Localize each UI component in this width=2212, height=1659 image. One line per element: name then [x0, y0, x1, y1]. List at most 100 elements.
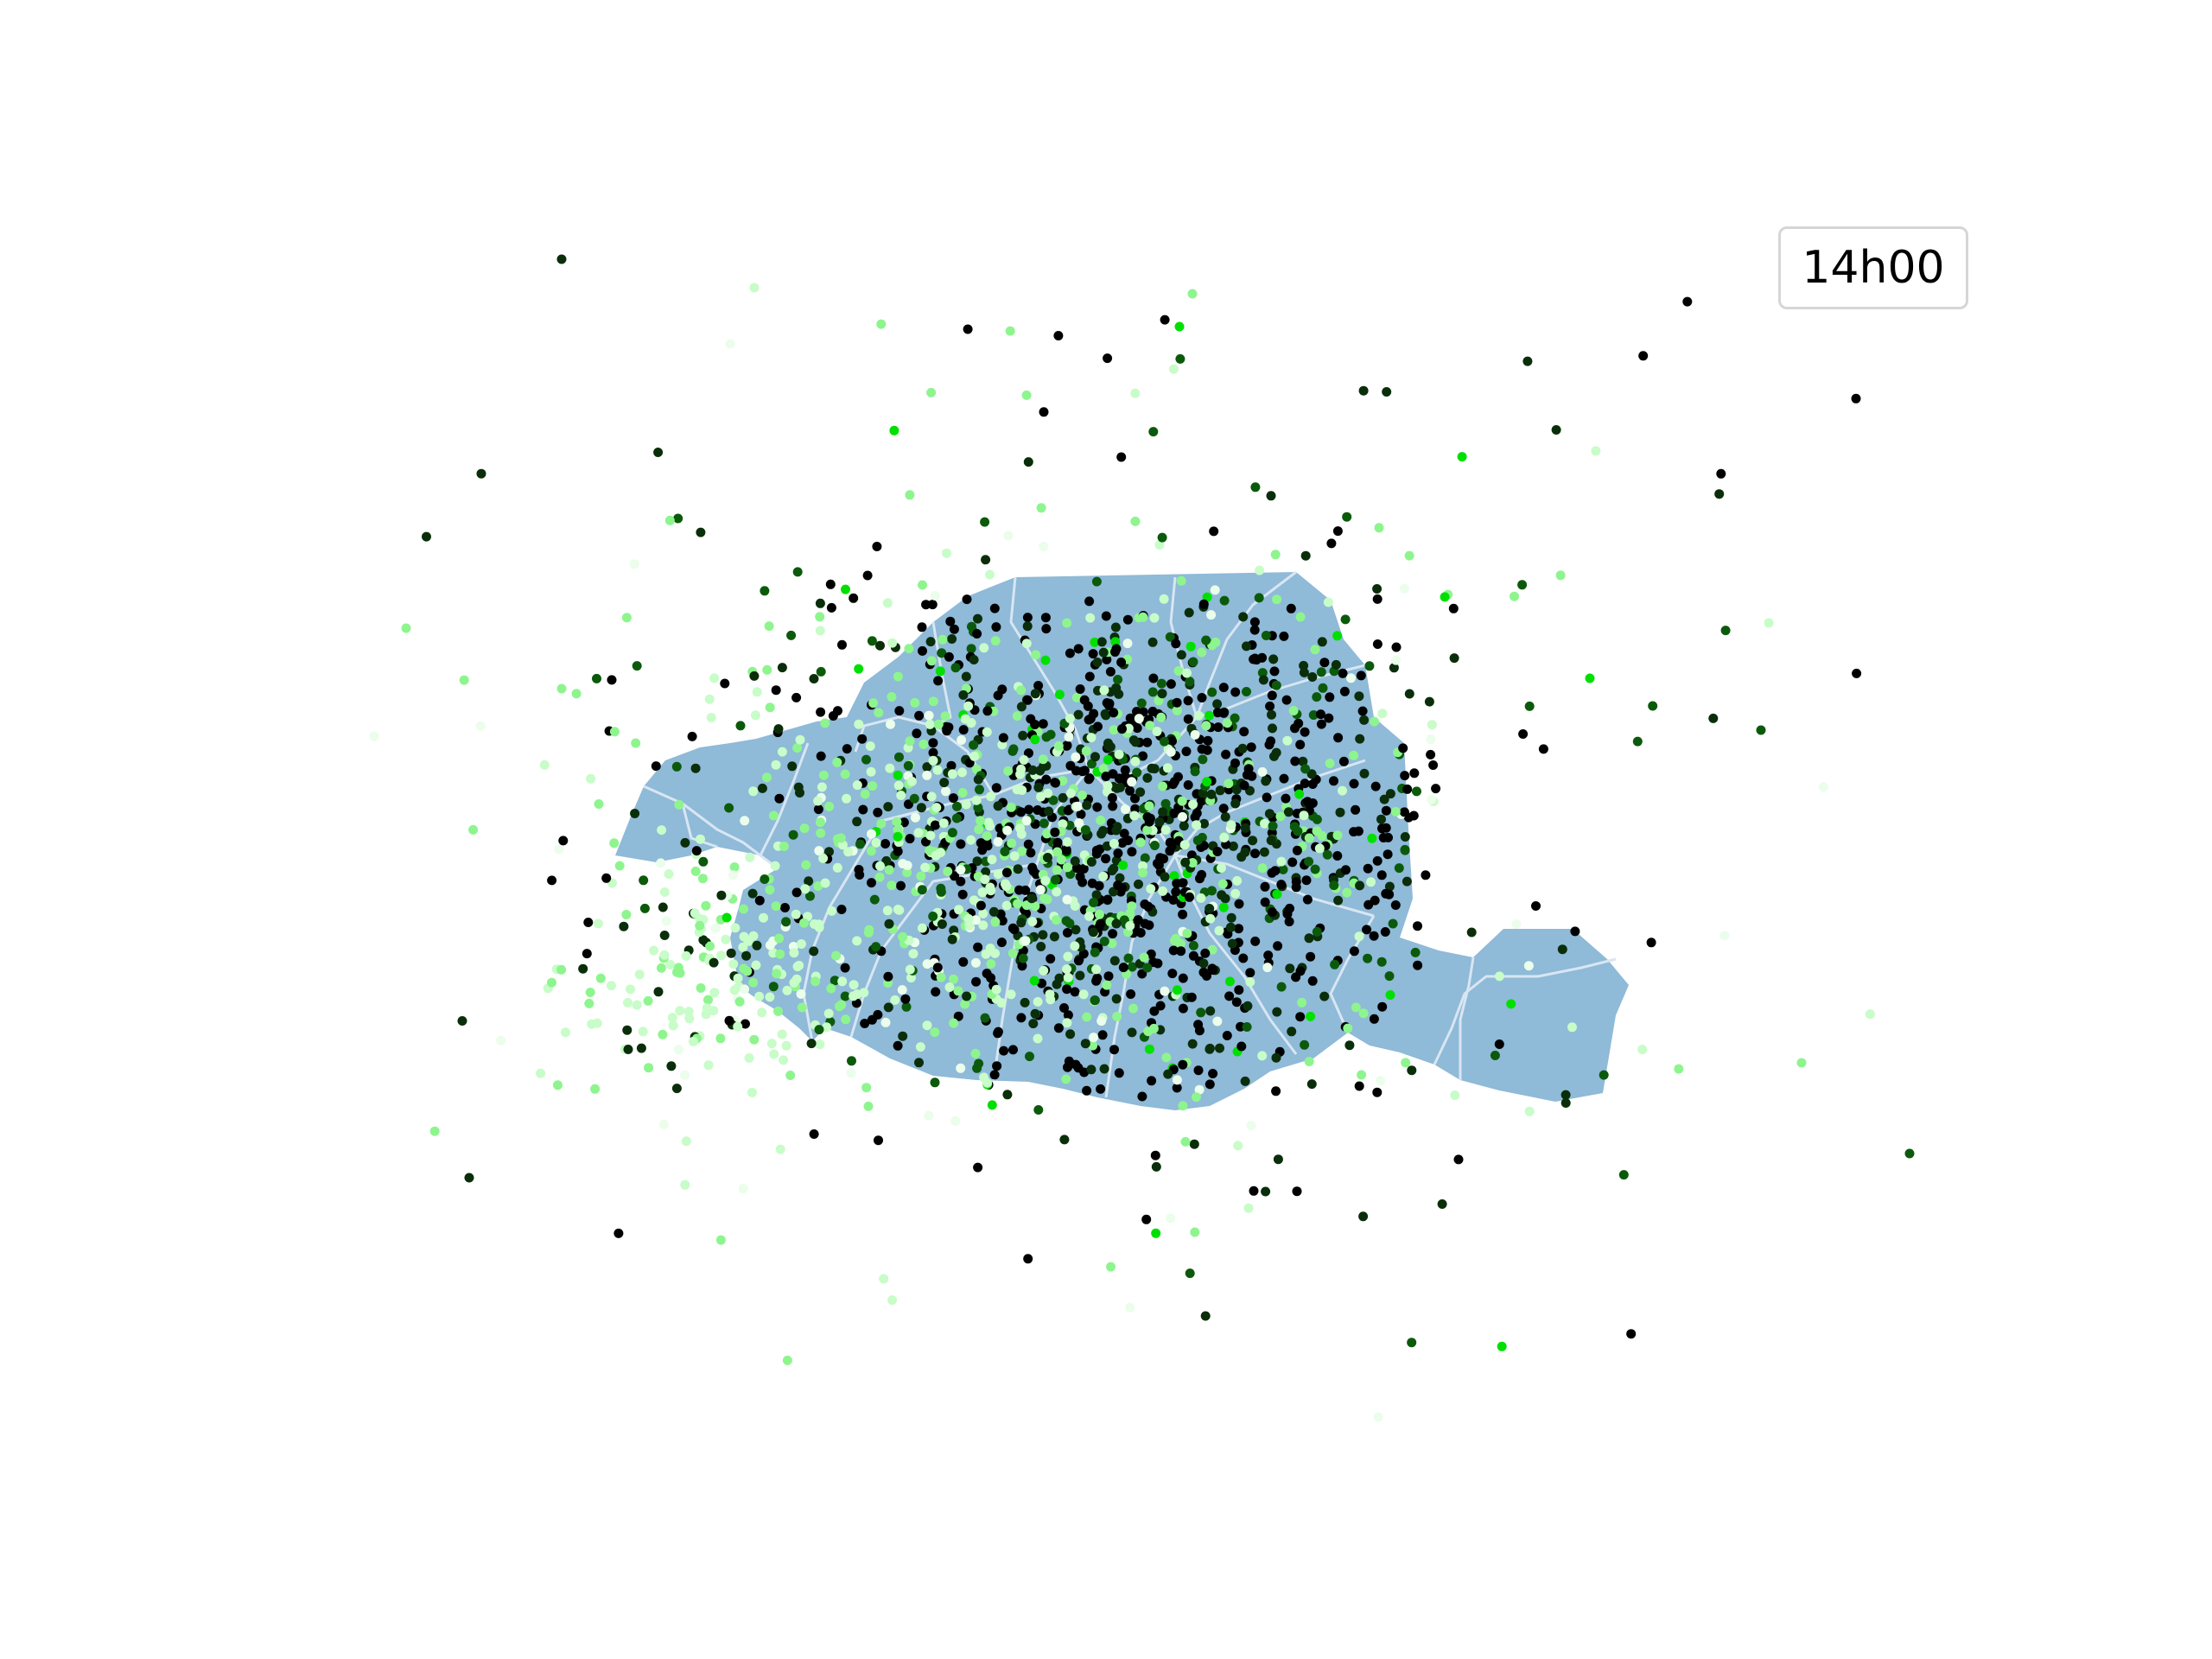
map-point [1141, 1214, 1152, 1224]
map-point [1234, 924, 1243, 934]
map-point [613, 1228, 624, 1238]
map-point [910, 697, 920, 708]
map-point [1796, 1058, 1807, 1068]
map-point [742, 966, 753, 976]
map-point [1098, 826, 1109, 836]
map-point [696, 527, 706, 537]
map-point [1151, 1228, 1161, 1238]
map-point [1091, 976, 1102, 986]
map-point [1214, 925, 1224, 936]
map-point [1341, 865, 1351, 875]
map-point [826, 602, 836, 613]
map-point [1217, 863, 1226, 873]
map-point [1172, 1083, 1182, 1093]
time-label-text: 14h00 [1802, 242, 1945, 294]
map-point [1114, 1068, 1124, 1078]
map-point [859, 988, 869, 998]
map-point [1284, 917, 1294, 927]
map-point [1165, 632, 1175, 642]
map-point [883, 802, 893, 812]
map-point [1354, 1081, 1364, 1091]
map-point [1070, 987, 1080, 997]
map-point [1187, 858, 1198, 868]
map-point [917, 923, 927, 933]
map-point [715, 1235, 726, 1245]
map-point [1300, 779, 1310, 789]
map-point [1027, 917, 1038, 927]
map-point [1147, 706, 1158, 716]
map-point [1300, 764, 1311, 774]
map-point [898, 931, 908, 942]
map-point [1023, 839, 1033, 849]
map-point [754, 895, 765, 906]
map-point [1197, 744, 1207, 754]
map-point [457, 1016, 467, 1026]
map-point [958, 957, 969, 967]
map-point [623, 1045, 633, 1054]
map-point [1185, 677, 1195, 687]
map-point [751, 960, 761, 970]
map-point [1070, 941, 1080, 951]
map-point [1021, 390, 1032, 400]
map-point [1719, 931, 1730, 941]
map-point [1001, 868, 1012, 878]
map-point [906, 776, 917, 786]
map-point [1354, 931, 1364, 942]
map-point [1000, 879, 1010, 889]
map-point [1046, 954, 1056, 964]
map-point [1113, 675, 1123, 684]
map-point [762, 664, 772, 675]
map-point [748, 786, 759, 797]
map-point [887, 638, 898, 648]
map-point [1019, 755, 1029, 765]
map-point [1088, 1040, 1098, 1051]
map-point [1307, 976, 1318, 986]
map-point [969, 740, 979, 750]
map-point [1221, 749, 1231, 760]
map-point [1205, 904, 1215, 913]
map-point [973, 942, 983, 952]
map-point [1149, 613, 1160, 623]
map-point [882, 598, 893, 608]
map-point [1339, 686, 1350, 696]
map-point [741, 1019, 750, 1029]
map-point [1283, 807, 1294, 817]
map-point [887, 1295, 898, 1306]
map-point [536, 1068, 546, 1078]
map-point [1369, 1014, 1379, 1024]
map-point [1618, 1170, 1629, 1180]
map-point [974, 1058, 984, 1069]
map-point [925, 637, 936, 647]
map-point [401, 623, 411, 633]
map-point [639, 903, 650, 913]
map-point [1316, 667, 1326, 677]
map-point [728, 870, 738, 880]
map-point [1151, 1161, 1161, 1172]
map-point [728, 959, 739, 969]
map-point [818, 853, 829, 863]
map-point [1039, 541, 1049, 551]
map-point [1107, 792, 1117, 803]
map-point [1240, 847, 1250, 857]
map-point [917, 885, 927, 895]
map-point [745, 852, 755, 862]
map-point [764, 621, 774, 632]
map-point [1084, 671, 1095, 682]
map-point [1531, 901, 1541, 911]
map-point [1062, 618, 1072, 628]
map-point [658, 1029, 668, 1039]
map-point [1030, 734, 1040, 745]
map-point [980, 1013, 990, 1023]
map-point [1272, 594, 1282, 605]
map-point [735, 721, 746, 731]
map-point [986, 791, 996, 802]
map-point [1236, 1041, 1247, 1052]
map-point [1187, 1039, 1198, 1049]
map-point [1183, 696, 1193, 706]
map-point [1260, 897, 1270, 907]
map-point [1063, 805, 1073, 816]
map-point [892, 817, 902, 827]
map-point [1342, 887, 1352, 898]
map-point [1246, 1121, 1256, 1131]
map-point [1358, 1211, 1369, 1222]
